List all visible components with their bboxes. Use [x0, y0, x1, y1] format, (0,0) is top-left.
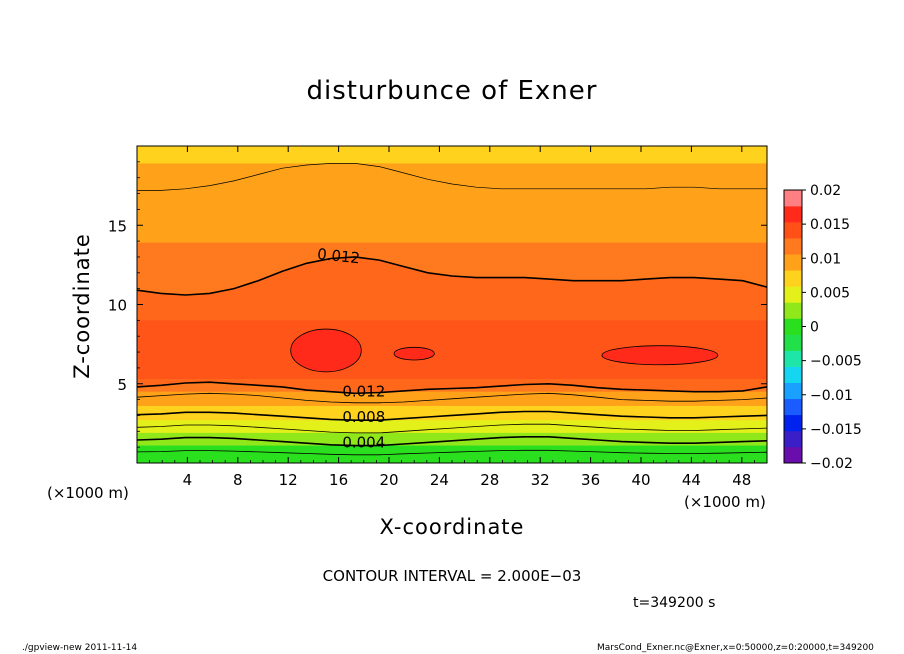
contour-line-2 [137, 392, 767, 404]
colorbar-label-5: −0.005 [810, 354, 862, 370]
band-fill-9 [137, 445, 767, 463]
upper-contour-line-0 [137, 163, 767, 191]
x-tick-label-6: 28 [480, 471, 499, 489]
x-tick-label-1: 8 [233, 471, 243, 489]
colorbar-segment-0 [784, 446, 802, 464]
x-axis-unit: (×1000 m) [684, 493, 766, 511]
x-tick-label-9: 40 [631, 471, 650, 489]
colorbar-segment-8 [784, 318, 802, 335]
chart-title: disturbunce of Exner [306, 76, 598, 106]
closed-contour-2 [601, 345, 719, 366]
contour-label-0: 0.012 [316, 245, 361, 267]
colorbar-segment-10 [784, 286, 802, 303]
contour-line-4 [137, 423, 767, 434]
contour-line-1 [137, 381, 767, 395]
colorbar-segment-7 [784, 334, 802, 351]
band-fill-0 [137, 146, 767, 164]
colorbar-label-3: 0.005 [810, 285, 850, 301]
contour-label-2: 0.008 [342, 408, 385, 426]
y-axis-ticks: 5 10 15 [108, 161, 767, 448]
colorbar-label-7: −0.015 [810, 422, 862, 438]
band-fill-8 [137, 432, 767, 447]
x-tick-label-10: 44 [682, 471, 701, 489]
colorbar-segment-15 [784, 206, 802, 223]
time-stamp-text: t=349200 s [633, 595, 716, 611]
contour-interval-text: CONTOUR INTERVAL = 2.000E−03 [322, 567, 582, 585]
y-tick-label-1: 10 [108, 297, 127, 315]
contour-line-6 [137, 449, 767, 456]
y-tick-label-2: 15 [108, 217, 127, 235]
colorbar-label-1: 0.015 [810, 217, 850, 233]
x-tick-label-7: 32 [531, 471, 550, 489]
colorbar-segment-1 [784, 430, 802, 448]
y-axis-unit: (×1000 m) [47, 484, 129, 502]
colorbar-segment-11 [784, 270, 802, 287]
closed-contour-1 [393, 346, 435, 361]
x-axis-ticks: 4 8 12 16 20 24 28 32 36 40 44 48 [149, 146, 755, 489]
colorbar-segment-9 [784, 302, 802, 319]
x-tick-label-8: 36 [581, 471, 600, 489]
colorbar-label-6: −0.01 [810, 388, 853, 404]
contour-lines [137, 163, 767, 456]
band-fill-1 [137, 163, 767, 244]
footer-right: MarsCond_Exner.nc@Exner,x=0:50000,z=0:20… [597, 643, 874, 653]
contour-line-0 [137, 256, 767, 296]
colorbar-segment-5 [784, 366, 802, 384]
closed-contour-0 [290, 328, 362, 373]
colorbar-segment-3 [784, 398, 802, 416]
colorbar-label-0: 0.02 [810, 183, 841, 199]
colorbar-segment-16 [784, 190, 802, 207]
contour-label-1: 0.012 [342, 383, 385, 401]
colorbar-segment-6 [784, 350, 802, 367]
colorbar: 0.02 0.015 0.01 0.005 0 −0.005 −0.01 −0.015 −0.0… [783, 183, 862, 472]
band-fill-7 [137, 420, 767, 434]
colorbar-segment-4 [784, 382, 802, 400]
footer-left: ./gpview-new 2011-11-14 [22, 643, 138, 653]
x-tick-label-4: 20 [379, 471, 398, 489]
contour-line-3 [137, 410, 767, 421]
colorbar-label-4: 0 [810, 320, 819, 336]
colorbar-label-8: −0.02 [810, 456, 853, 472]
colorbar-segment-13 [784, 238, 802, 255]
y-axis-label: Z-coordinate [70, 233, 94, 379]
x-axis-label: X-coordinate [379, 515, 525, 539]
x-tick-label-0: 4 [183, 471, 193, 489]
y-tick-label-0: 5 [117, 376, 127, 394]
contour-line-5 [137, 436, 767, 447]
colorbar-segment-12 [784, 254, 802, 271]
x-tick-label-11: 48 [732, 471, 751, 489]
x-tick-label-5: 24 [430, 471, 449, 489]
x-tick-label-3: 16 [329, 471, 348, 489]
colorbar-segment-2 [784, 414, 802, 432]
contour-labels: 0.012 0.012 0.008 0.004 [316, 245, 385, 451]
x-tick-label-2: 12 [279, 471, 298, 489]
contour-label-3: 0.004 [342, 433, 385, 451]
colorbar-segment-14 [784, 222, 802, 239]
colorbar-label-2: 0.01 [810, 251, 841, 267]
